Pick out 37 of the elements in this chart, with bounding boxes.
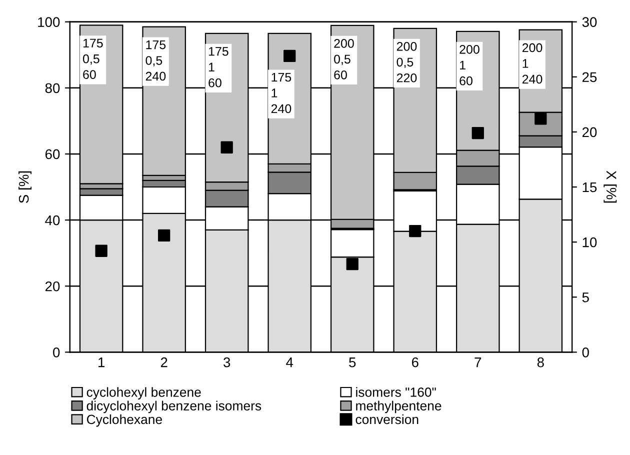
y-tick-label: 100 — [38, 17, 60, 28]
y-tick-label: 40 — [45, 215, 60, 226]
annotation: 200 1 240 — [522, 43, 542, 84]
x-tick-label: 6 — [412, 357, 418, 368]
legend-label: Cyclohexane — [86, 414, 162, 427]
x-tick-label: 2 — [160, 357, 168, 368]
annotation: 200 1 60 — [460, 44, 480, 86]
y-tick-label: 80 — [45, 83, 60, 94]
y2-tick-label: 25 — [582, 72, 597, 82]
y2-tick-label: 30 — [582, 17, 597, 28]
x-tick-label: 4 — [286, 358, 294, 368]
y2-tick-label: 0 — [582, 348, 589, 358]
annotation: 175 0,5 240 — [146, 40, 166, 81]
y2-tick-label: 20 — [582, 127, 597, 138]
legend-label: dicyclohexyl benzene isomers — [86, 400, 262, 414]
y-tick-label: 20 — [45, 281, 60, 292]
annotation: 175 1 60 — [208, 47, 228, 88]
legend-label: conversion — [356, 414, 418, 424]
x-tick-label: 7 — [474, 358, 482, 368]
legend-label: isomers "160" — [356, 387, 436, 397]
x-tick-label: 3 — [224, 357, 230, 368]
annotation: 175 1 240 — [271, 72, 292, 114]
annotation: 175 0,5 60 — [82, 38, 103, 79]
legend-label: cyclohexyl benzene — [86, 387, 201, 400]
y-axis-title: S [%] — [18, 171, 32, 203]
x-tick-label: 1 — [98, 358, 104, 368]
legend-label: methylpentene — [356, 400, 442, 414]
y2-axis-title: X [%] — [604, 170, 617, 203]
y-tick-label: 60 — [45, 149, 60, 160]
annotation: 200 0,5 60 — [334, 39, 354, 80]
y2-tick-label: 10 — [582, 237, 597, 248]
y2-tick-label: 15 — [582, 182, 597, 192]
annotation: 200 0,5 220 — [396, 42, 417, 82]
x-tick-label: 5 — [349, 358, 356, 368]
y2-tick-label: 5 — [582, 292, 589, 302]
x-tick-label: 8 — [537, 357, 544, 368]
y-tick-label: 0 — [53, 348, 60, 358]
